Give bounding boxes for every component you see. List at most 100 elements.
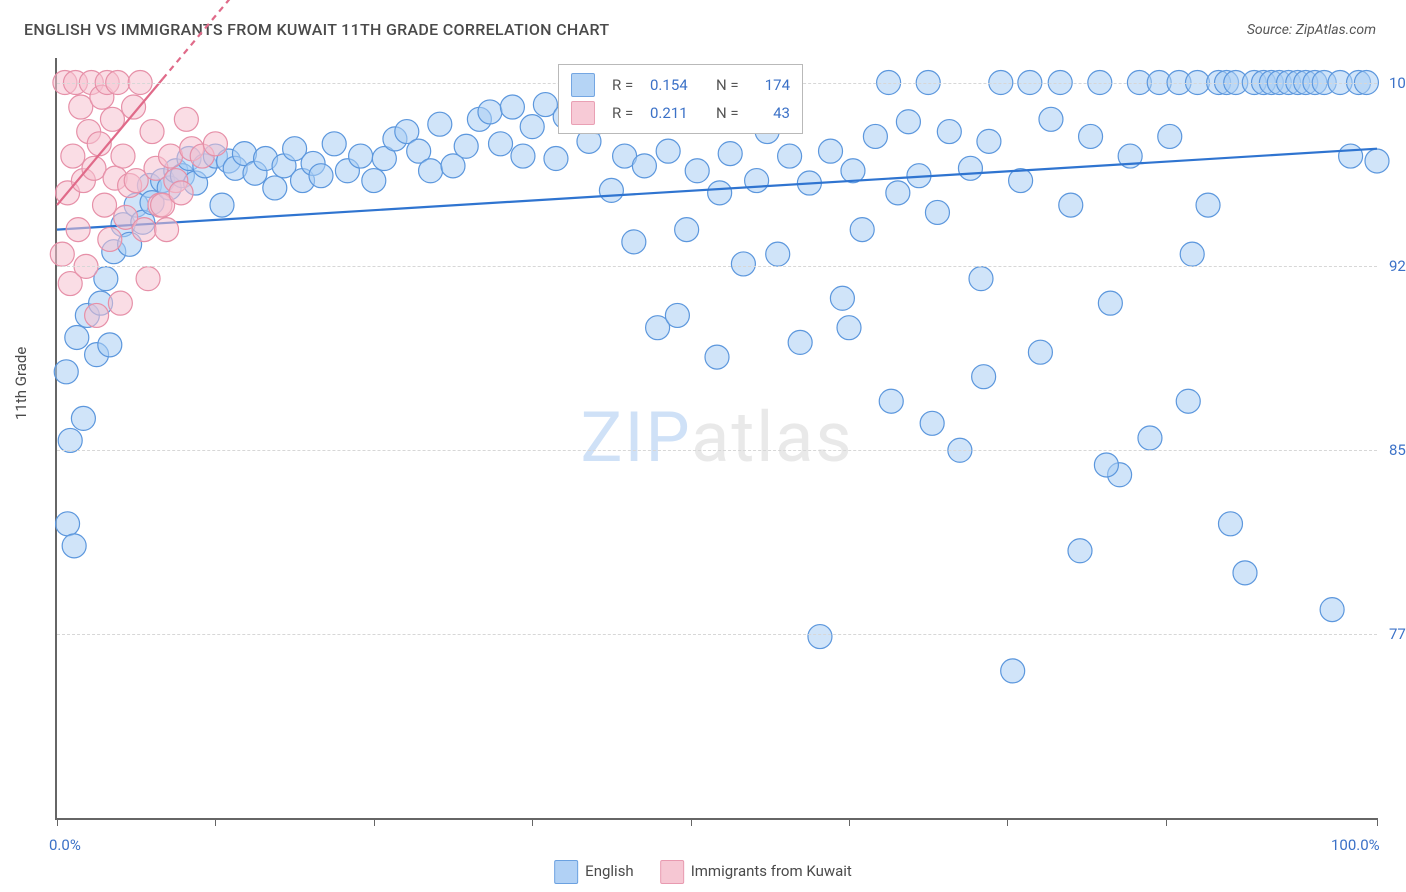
- data-point: [925, 200, 949, 224]
- data-point: [863, 124, 887, 148]
- data-point: [61, 144, 85, 168]
- data-point: [1138, 426, 1162, 450]
- gridline-h: [57, 266, 1377, 267]
- data-point: [731, 252, 755, 276]
- data-point: [93, 193, 117, 217]
- data-point: [841, 159, 865, 183]
- data-point: [203, 132, 227, 156]
- legend-swatch: [571, 101, 595, 125]
- data-point: [1001, 659, 1025, 683]
- data-point: [500, 95, 524, 119]
- data-point: [830, 286, 854, 310]
- stat-value-n: 43: [754, 104, 790, 122]
- data-point: [745, 169, 769, 193]
- legend-swatch: [554, 860, 578, 884]
- data-point: [140, 120, 164, 144]
- x-tick: [374, 818, 375, 826]
- gridline-h: [57, 634, 1377, 635]
- data-point: [362, 169, 386, 193]
- x-tick-label-right: 100.0%: [1331, 836, 1380, 854]
- legend-label: English: [585, 862, 634, 880]
- x-tick: [1166, 818, 1167, 826]
- data-point: [159, 144, 183, 168]
- data-point: [705, 345, 729, 369]
- data-point: [977, 129, 1001, 153]
- data-point: [174, 107, 198, 131]
- data-point: [788, 330, 812, 354]
- y-axis-label: 11th Grade: [12, 347, 30, 420]
- data-point: [708, 181, 732, 205]
- data-point: [1218, 512, 1242, 536]
- data-point: [56, 512, 80, 536]
- data-point: [50, 242, 74, 266]
- gridline-h: [57, 450, 1377, 451]
- chart-title: ENGLISH VS IMMIGRANTS FROM KUWAIT 11TH G…: [24, 20, 609, 39]
- x-tick: [849, 818, 850, 826]
- data-point: [1339, 144, 1363, 168]
- trend-line-dashed: [163, 0, 242, 79]
- data-point: [349, 144, 373, 168]
- stat-value-r: 0.211: [650, 104, 706, 122]
- data-point: [309, 164, 333, 188]
- data-point: [766, 242, 790, 266]
- data-point: [1009, 169, 1033, 193]
- data-point: [419, 159, 443, 183]
- data-point: [778, 144, 802, 168]
- x-tick-label-left: 0.0%: [49, 836, 81, 854]
- data-point: [1079, 124, 1103, 148]
- x-tick: [691, 818, 692, 826]
- data-point: [937, 120, 961, 144]
- stat-value-n: 174: [754, 76, 790, 94]
- y-tick-label: 77.5%: [1389, 625, 1406, 643]
- stat-label-n: N =: [716, 76, 744, 94]
- data-point: [896, 110, 920, 134]
- data-point: [1059, 193, 1083, 217]
- data-point: [98, 333, 122, 357]
- x-tick: [215, 818, 216, 826]
- stats-legend-row: R =0.211N =43: [571, 99, 790, 127]
- data-point: [1068, 539, 1092, 563]
- data-point: [322, 132, 346, 156]
- data-point: [675, 218, 699, 242]
- data-point: [808, 625, 832, 649]
- y-tick-label: 100.0%: [1389, 74, 1406, 92]
- data-point: [155, 218, 179, 242]
- data-point: [1233, 561, 1257, 585]
- data-point: [837, 316, 861, 340]
- legend-item: Immigrants from Kuwait: [660, 860, 852, 884]
- legend-label: Immigrants from Kuwait: [691, 862, 852, 880]
- data-point: [1158, 124, 1182, 148]
- data-point: [136, 267, 160, 291]
- x-tick: [57, 818, 58, 826]
- data-point: [58, 428, 82, 452]
- data-point: [62, 534, 86, 558]
- data-point: [71, 406, 95, 430]
- stat-label-r: R =: [612, 76, 640, 94]
- data-point: [54, 360, 78, 384]
- data-point: [98, 227, 122, 251]
- data-point: [1039, 107, 1063, 131]
- data-point: [685, 159, 709, 183]
- y-tick-label: 92.5%: [1389, 257, 1406, 275]
- data-point: [1176, 389, 1200, 413]
- stat-label-n: N =: [716, 104, 744, 122]
- data-point: [718, 142, 742, 166]
- data-point: [958, 156, 982, 180]
- stats-legend-row: R = 0.154 N = 174: [571, 71, 790, 99]
- stat-value-r: 0.154: [650, 76, 706, 94]
- series-legend: English Immigrants from Kuwait: [554, 860, 852, 884]
- data-point: [819, 139, 843, 163]
- data-point: [263, 176, 287, 200]
- plot-area: ZIPatlas: [55, 58, 1377, 820]
- data-point: [969, 267, 993, 291]
- data-point: [1098, 291, 1122, 315]
- data-point: [520, 115, 544, 139]
- data-point: [489, 132, 513, 156]
- data-point: [622, 230, 646, 254]
- data-point: [544, 147, 568, 171]
- data-point: [1180, 242, 1204, 266]
- data-point: [66, 218, 90, 242]
- data-point: [210, 193, 234, 217]
- data-point: [65, 325, 89, 349]
- data-point: [1365, 149, 1389, 173]
